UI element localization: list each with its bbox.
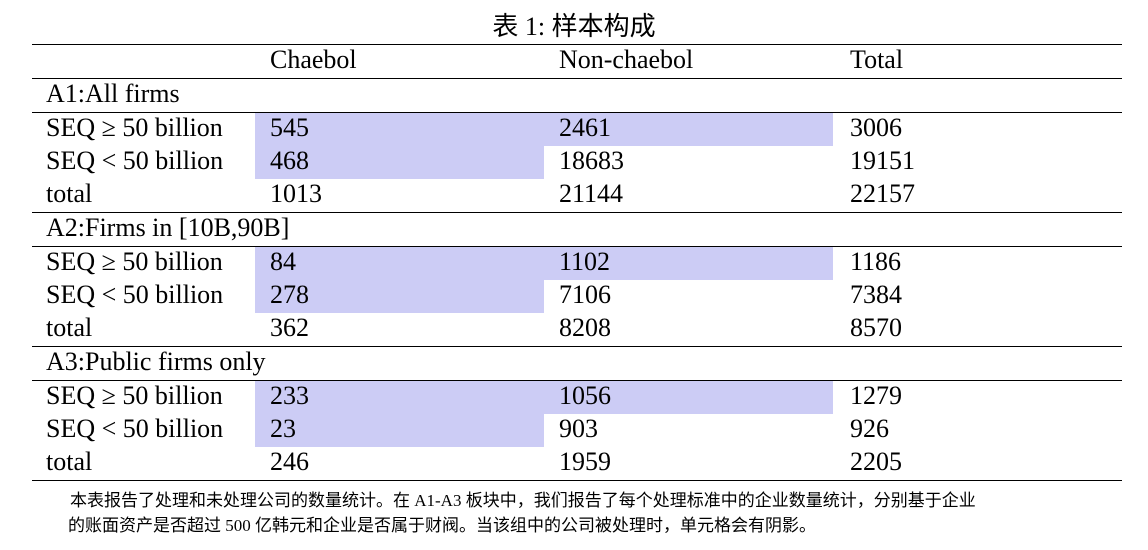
treated-shade — [255, 113, 833, 146]
total-count: 3006 — [850, 113, 902, 142]
section-rule — [32, 346, 1122, 347]
total-count: 926 — [850, 414, 889, 443]
row-label: total — [46, 179, 93, 208]
total-count: 7384 — [850, 280, 902, 309]
chaebol-count: 1013 — [270, 179, 322, 208]
non-chaebol-count: 7106 — [559, 280, 611, 309]
non-chaebol-count: 1102 — [559, 247, 611, 276]
chaebol-count: 468 — [270, 146, 309, 175]
total-count: 8570 — [850, 313, 902, 342]
non-chaebol-count: 1056 — [559, 381, 611, 410]
row-label: SEQ < 50 billion — [46, 414, 224, 443]
non-chaebol-count: 8208 — [559, 313, 611, 342]
chaebol-count: 246 — [270, 447, 309, 476]
treated-shade — [255, 247, 833, 280]
treated-shade — [255, 146, 544, 179]
non-chaebol-count: 903 — [559, 414, 598, 443]
treated-shade — [255, 414, 544, 447]
chaebol-count: 545 — [270, 113, 309, 142]
treated-shade — [255, 280, 544, 313]
chaebol-count: 278 — [270, 280, 309, 309]
row-label: SEQ ≥ 50 billion — [46, 247, 223, 276]
chaebol-count: 362 — [270, 313, 309, 342]
row-label: SEQ < 50 billion — [46, 146, 224, 175]
non-chaebol-count: 18683 — [559, 146, 624, 175]
total-count: 1186 — [850, 247, 902, 276]
section-title: A2:Firms in [10B,90B] — [46, 213, 290, 242]
non-chaebol-count: 21144 — [559, 179, 624, 208]
section-rule — [32, 246, 1122, 247]
header-rule — [32, 78, 1122, 79]
section-title: A3:Public firms only — [46, 347, 266, 376]
table-caption: 表 1: 样本构成 — [492, 12, 656, 41]
chaebol-count: 23 — [270, 414, 296, 443]
column-header-non-chaebol: Non-chaebol — [559, 45, 694, 74]
row-label: total — [46, 313, 93, 342]
row-label: SEQ < 50 billion — [46, 280, 224, 309]
note-line: 的账面资产是否超过 500 亿韩元和企业是否属于财阀。当该组中的公司被处理时，单… — [68, 516, 816, 535]
non-chaebol-count: 2461 — [559, 113, 611, 142]
table-note: 本表报告了处理和未处理公司的数量统计。在 A1-A3 板块中，我们报告了每个处理… — [68, 488, 1120, 538]
row-label: SEQ ≥ 50 billion — [46, 381, 223, 410]
treated-shade — [255, 381, 833, 414]
section-rule — [32, 212, 1122, 213]
section-rule — [32, 380, 1122, 381]
chaebol-count: 233 — [270, 381, 309, 410]
column-header-total: Total — [850, 45, 904, 74]
row-label: SEQ ≥ 50 billion — [46, 113, 223, 142]
section-rule — [32, 112, 1122, 113]
total-count: 22157 — [850, 179, 915, 208]
non-chaebol-count: 1959 — [559, 447, 611, 476]
bottom-rule — [32, 480, 1122, 481]
row-label: total — [46, 447, 93, 476]
top-rule — [32, 44, 1122, 45]
section-title: A1:All firms — [46, 79, 180, 108]
chaebol-count: 84 — [270, 247, 296, 276]
total-count: 19151 — [850, 146, 915, 175]
note-line: 本表报告了处理和未处理公司的数量统计。在 A1-A3 板块中，我们报告了每个处理… — [70, 491, 976, 510]
total-count: 1279 — [850, 381, 902, 410]
column-header-chaebol: Chaebol — [270, 45, 357, 74]
total-count: 2205 — [850, 447, 902, 476]
